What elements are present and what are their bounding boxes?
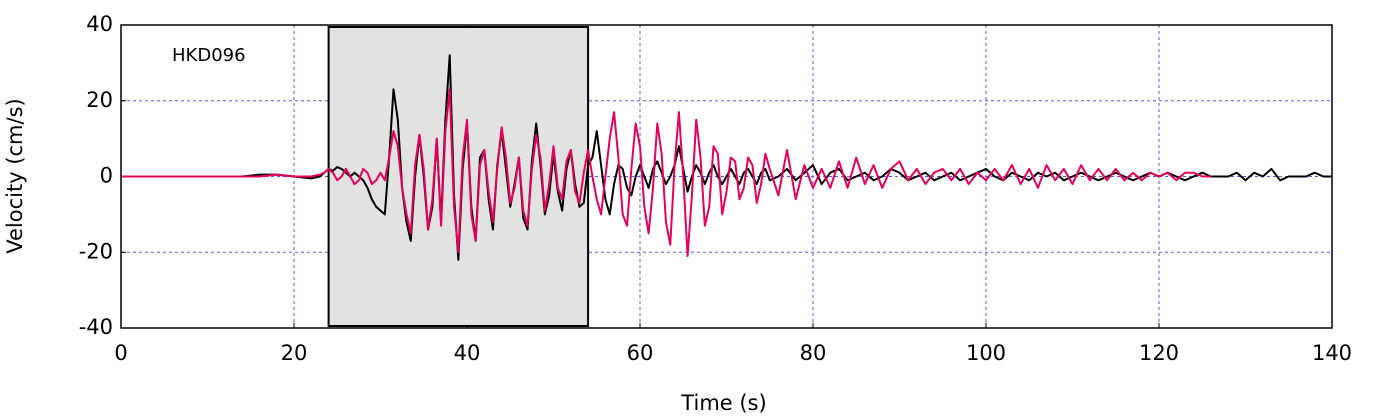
y-tick-label: -40 — [79, 315, 113, 339]
time-window — [327, 26, 590, 327]
x-tick-label: 140 — [1312, 341, 1352, 365]
series-line — [121, 54, 1332, 261]
y-axis-label: Velocity (cm/s) — [3, 98, 27, 253]
x-tick-label: 120 — [1139, 341, 1179, 365]
x-tick-label: 60 — [627, 341, 654, 365]
x-tick-label: 100 — [966, 341, 1006, 365]
plot-border — [120, 24, 1333, 329]
y-tick-label: 40 — [86, 12, 113, 36]
y-tick-label: -20 — [79, 239, 113, 263]
x-tick-label: 20 — [281, 341, 308, 365]
x-axis-label: Time (s) — [680, 391, 766, 415]
y-tick-label: 0 — [100, 164, 113, 188]
series-line — [121, 88, 1211, 258]
y-tick-label: 20 — [86, 88, 113, 112]
x-tick-label: 40 — [454, 341, 481, 365]
x-tick-label: 80 — [800, 341, 827, 365]
station-label: HKD096 — [172, 45, 246, 66]
x-tick-label: 0 — [114, 341, 127, 365]
